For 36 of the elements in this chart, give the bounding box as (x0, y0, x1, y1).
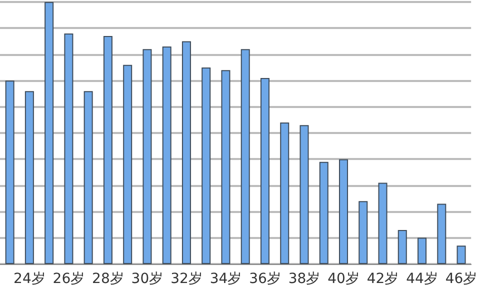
bar (103, 36, 112, 264)
bar (221, 70, 230, 264)
bar (300, 125, 309, 264)
x-tick-label: 28岁 (92, 271, 124, 287)
bar (378, 182, 388, 264)
bar (142, 49, 152, 264)
bar (182, 41, 191, 264)
bar (260, 78, 270, 264)
bar (437, 204, 446, 264)
x-tick-label: 24岁 (14, 271, 46, 287)
bar (5, 80, 14, 264)
bar (44, 2, 54, 264)
x-tick-label: 26岁 (52, 271, 85, 287)
bar (319, 162, 328, 264)
x-tick-label: 32岁 (170, 271, 202, 287)
x-tick-label: 38岁 (288, 271, 320, 287)
bar (202, 68, 211, 264)
bar (162, 46, 172, 264)
bar (123, 64, 132, 264)
bar (240, 49, 250, 264)
x-tick-label: 36岁 (249, 271, 281, 287)
bar (24, 91, 34, 264)
x-tick-label: 34岁 (210, 271, 242, 287)
bar (84, 91, 93, 264)
bar (456, 246, 466, 264)
x-tick-label: 44岁 (406, 271, 438, 287)
bar (418, 238, 427, 264)
x-tick-label: 40岁 (328, 271, 360, 287)
x-tick-label: 46岁 (445, 271, 478, 287)
bar (398, 230, 407, 264)
bar (280, 122, 290, 264)
bar (64, 33, 74, 264)
x-tick-label: 30岁 (131, 271, 164, 287)
bar (358, 201, 368, 264)
bar (339, 159, 348, 264)
x-tick-label: 42岁 (366, 271, 399, 287)
